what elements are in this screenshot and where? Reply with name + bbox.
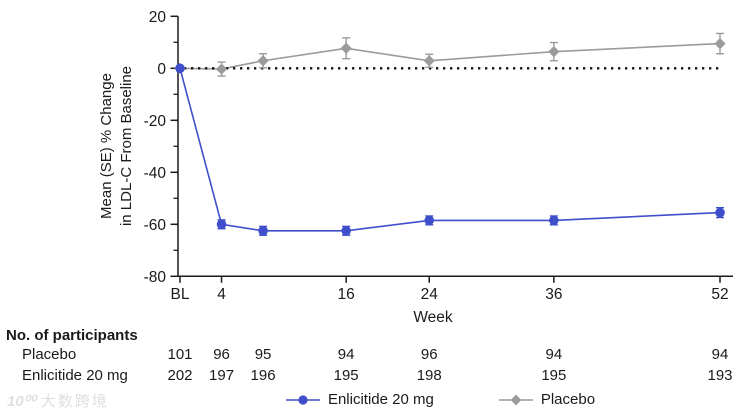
x-tick-label: BL — [171, 286, 190, 303]
y-tick-label: -60 — [144, 217, 167, 234]
y-axis-label: Mean (SE) % Change in LDL-C From Baselin… — [97, 0, 139, 296]
watermark-logo: 10⁰⁰ — [7, 393, 36, 410]
y-tick-label: 20 — [149, 9, 167, 26]
enlicitide-marker — [175, 63, 185, 74]
diamond-marker-icon — [510, 394, 522, 405]
placebo-marker — [714, 38, 726, 50]
participant-count-placebo-w16: 94 — [337, 346, 355, 363]
legend-label-enlicitide: Enlicitide 20 mg — [327, 391, 434, 408]
participant-count-enlicitide-20-mg-w4: 197 — [209, 367, 235, 384]
participants-row-label-placebo: Placebo — [22, 346, 77, 363]
x-tick-label: 36 — [545, 286, 562, 303]
enlicitide-marker — [258, 226, 268, 236]
placebo-marker — [257, 55, 269, 67]
x-tick-label: 16 — [338, 286, 355, 303]
x-tick-label: 52 — [711, 286, 728, 303]
y-tick-label: -80 — [144, 269, 167, 286]
participant-count-enlicitide-20-mg-w52: 193 — [707, 367, 733, 384]
y-axis-label-line1: Mean (SE) % Change — [98, 73, 115, 219]
y-axis-label-line2: in LDL-C From Baseline — [117, 65, 135, 227]
participant-count-enlicitide-20-mg-w16: 195 — [333, 367, 359, 384]
participant-count-placebo-w0: 101 — [167, 346, 193, 363]
participant-count-placebo-w4: 96 — [213, 346, 230, 363]
y-tick-label: -40 — [144, 165, 167, 182]
legend-label-placebo: Placebo — [540, 391, 596, 408]
circle-marker-icon — [298, 394, 308, 405]
placebo-marker — [548, 46, 560, 58]
y-tick-label: 0 — [157, 61, 166, 78]
enlicitide-marker — [424, 215, 435, 226]
enlicitide-marker — [216, 219, 227, 230]
x-tick-label: 24 — [421, 286, 439, 303]
y-tick-label: -20 — [144, 113, 167, 130]
participant-count-enlicitide-20-mg-w8: 196 — [250, 367, 276, 384]
participant-count-enlicitide-20-mg-w0: 202 — [167, 367, 193, 384]
placebo-legend-marker-icon — [498, 394, 533, 405]
legend-item-enlicitide: Enlicitide 20 mg — [285, 391, 434, 408]
placebo-line — [179, 42, 721, 70]
enlicitide-marker — [715, 207, 725, 218]
participants-table-title: No. of participants — [6, 327, 138, 344]
participant-count-placebo-w36: 94 — [545, 346, 563, 363]
enlicitide-legend-marker-icon — [285, 394, 320, 405]
legend-item-placebo: Placebo — [498, 391, 595, 408]
x-tick-label: 4 — [217, 286, 226, 303]
enlicitide-marker — [549, 215, 559, 226]
chart-legend: Enlicitide 20 mg Placebo — [150, 391, 730, 408]
placebo-marker — [423, 55, 435, 67]
placebo-marker — [340, 42, 352, 54]
participant-count-placebo-w8: 95 — [254, 346, 272, 363]
watermark-text: 大数跨境 — [40, 393, 109, 410]
enlicitide-line — [179, 68, 721, 232]
participant-count-enlicitide-20-mg-w24: 198 — [416, 367, 442, 384]
enlicitide-marker — [341, 226, 351, 236]
participant-count-placebo-w24: 96 — [420, 346, 438, 363]
watermark: 10⁰⁰ 大数跨境 — [7, 390, 109, 411]
participants-row-label-enlicitide: Enlicitide 20 mg — [22, 367, 128, 384]
x-axis-label: Week — [413, 309, 453, 326]
placebo-marker — [215, 63, 228, 75]
participant-count-enlicitide-20-mg-w36: 195 — [541, 367, 567, 384]
participant-count-placebo-w52: 94 — [711, 346, 729, 363]
